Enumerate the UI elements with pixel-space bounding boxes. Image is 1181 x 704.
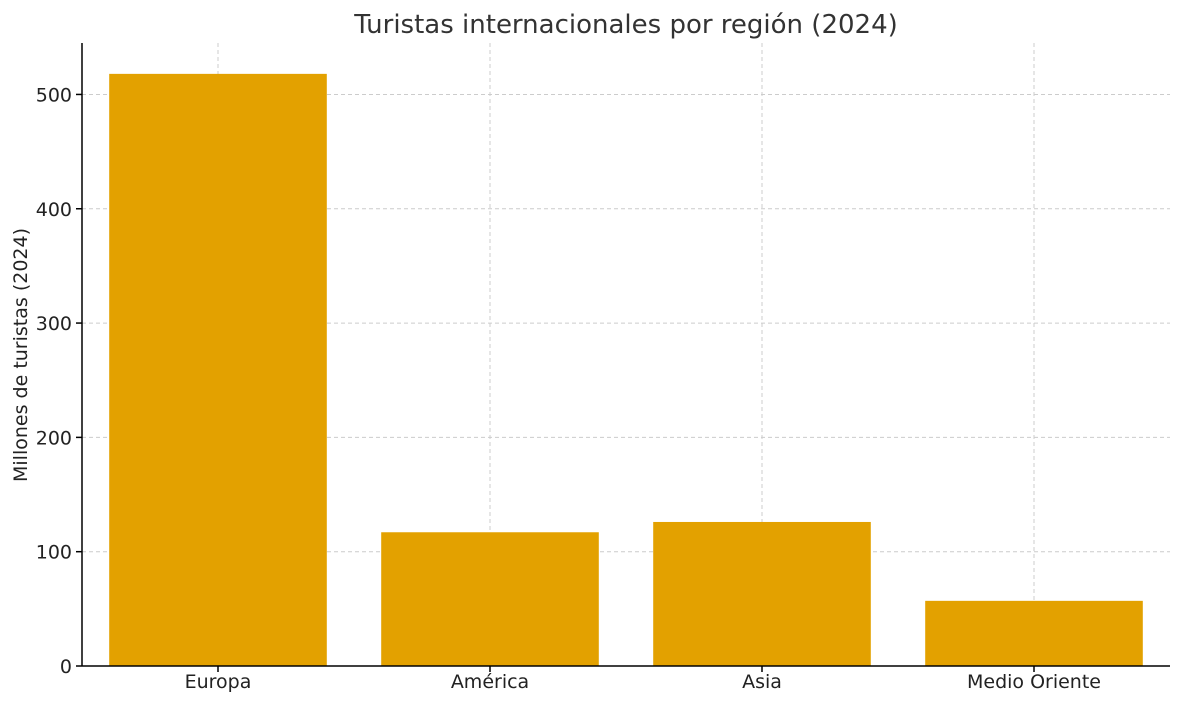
- x-tick-label: Medio Oriente: [967, 671, 1101, 693]
- x-tick-label: Asia: [742, 671, 782, 693]
- bar-américa: [381, 532, 599, 666]
- bar-medio-oriente: [925, 600, 1143, 666]
- y-axis-label: Millones de turistas (2024): [10, 228, 32, 482]
- x-tick-label: América: [451, 671, 529, 693]
- y-tick-label: 400: [36, 199, 72, 221]
- bars: [109, 73, 1143, 667]
- y-tick-label: 100: [36, 542, 72, 564]
- y-tick-label: 0: [60, 656, 72, 678]
- x-ticks: Europa América Asia Medio Oriente: [185, 666, 1101, 693]
- chart-title: Turistas internacionales por región (202…: [353, 10, 898, 40]
- axes: [81, 43, 1170, 667]
- bar-asia: [653, 521, 871, 666]
- y-ticks: 0 100 200 300 400 500: [36, 84, 82, 678]
- y-tick-label: 200: [36, 427, 72, 449]
- x-tick-label: Europa: [185, 671, 252, 693]
- y-tick-label: 300: [36, 313, 72, 335]
- bar-europa: [109, 73, 327, 667]
- y-tick-label: 500: [36, 84, 72, 106]
